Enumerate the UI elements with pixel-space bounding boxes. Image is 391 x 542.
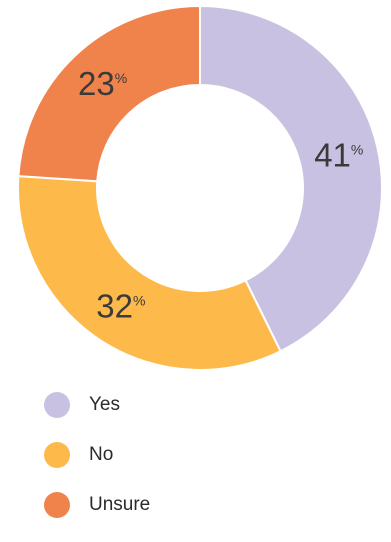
- legend-swatch-unsure: [44, 492, 70, 518]
- legend-swatch-no: [44, 442, 70, 468]
- data-labels: 41% 32% 23%: [78, 65, 363, 324]
- slice-yes: [199, 4, 383, 353]
- donut-slices: [17, 4, 383, 371]
- chart-legend: Yes No Unsure: [44, 392, 344, 542]
- legend-item-no: No: [44, 442, 344, 468]
- slice-no: [17, 175, 282, 371]
- data-label-yes: 41%: [314, 137, 363, 174]
- legend-swatch-yes: [44, 392, 70, 418]
- data-label-unsure: 23%: [78, 65, 127, 102]
- legend-item-unsure: Unsure: [44, 492, 344, 518]
- donut-chart: 41% 32% 23%: [17, 4, 383, 371]
- slice-unsure: [17, 4, 201, 183]
- legend-label-no: No: [89, 444, 114, 465]
- legend-label-yes: Yes: [89, 394, 120, 415]
- legend-label-unsure: Unsure: [89, 494, 151, 515]
- data-label-no: 32%: [96, 287, 145, 324]
- legend-item-yes: Yes: [44, 392, 344, 418]
